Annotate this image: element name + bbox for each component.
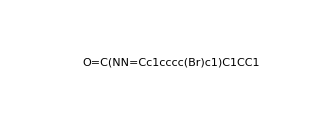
- Text: O=C(NN=Cc1cccc(Br)c1)C1CC1: O=C(NN=Cc1cccc(Br)c1)C1CC1: [82, 58, 260, 68]
